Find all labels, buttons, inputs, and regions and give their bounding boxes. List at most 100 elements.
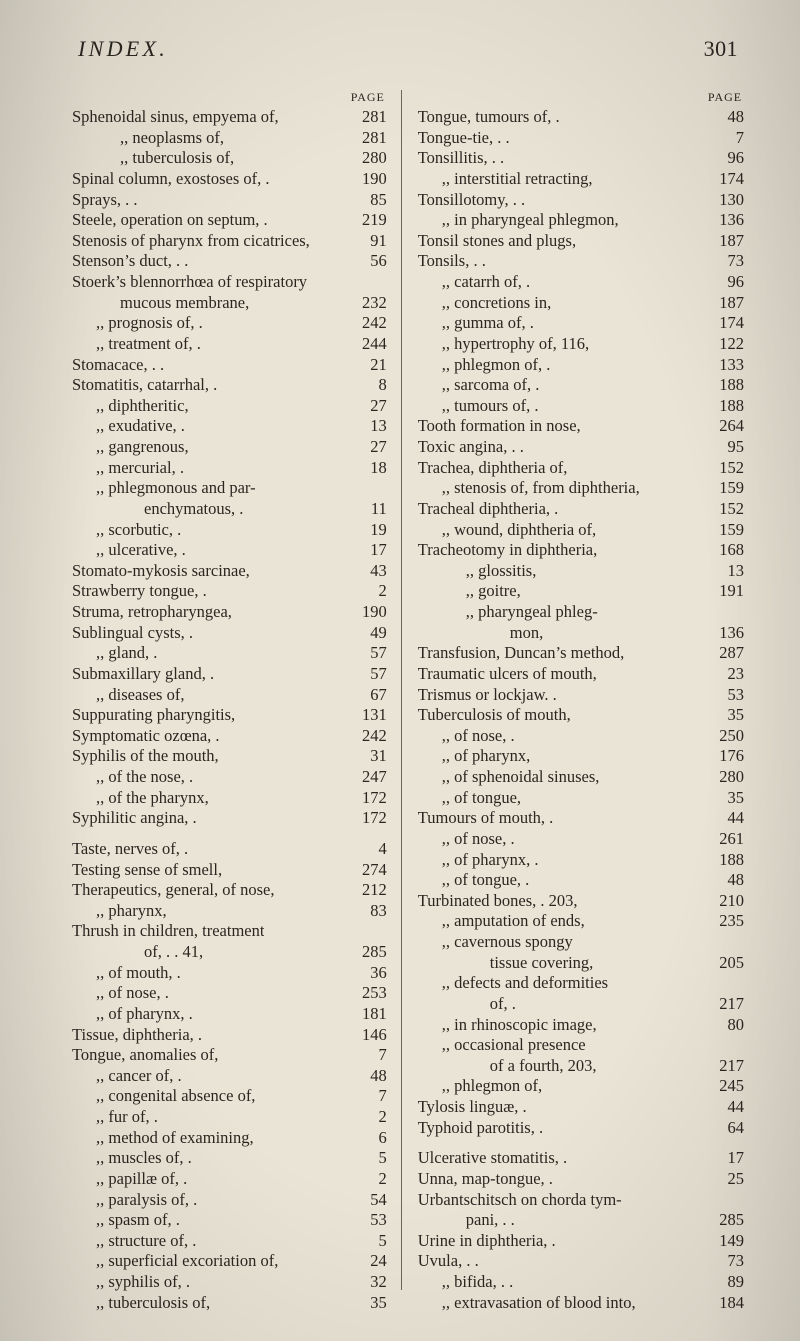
entry-label: ,, phlegmon of, xyxy=(418,1076,542,1097)
index-entry: mucous membrane,232 xyxy=(72,293,387,314)
index-entry: ,, prognosis of, .242 xyxy=(72,313,387,334)
entry-page: 18 xyxy=(339,458,387,479)
index-entry: ,, scorbutic, .19 xyxy=(72,520,387,541)
index-entry: Testing sense of smell,274 xyxy=(72,860,387,881)
entry-page: 190 xyxy=(339,602,387,623)
entry-page: 244 xyxy=(339,334,387,355)
index-entry: ,, tumours of, .188 xyxy=(418,396,744,417)
entry-page: 17 xyxy=(339,540,387,561)
index-entry: ,, fur of, .2 xyxy=(72,1107,387,1128)
entry-page: 217 xyxy=(696,1056,744,1077)
index-entry: ,, glossitis,13 xyxy=(418,561,744,582)
entry-page: 11 xyxy=(339,499,387,520)
index-entry: Spinal column, exostoses of, .190 xyxy=(72,169,387,190)
entry-label: Stenosis of pharynx from cicatrices, xyxy=(72,231,310,252)
entry-page: 264 xyxy=(696,416,744,437)
index-entry: ,, extravasation of blood into,184 xyxy=(418,1293,744,1314)
entry-page: 67 xyxy=(339,685,387,706)
index-entry: Stoerk’s blennorrhœa of respiratory xyxy=(72,272,387,293)
entry-page: 152 xyxy=(696,458,744,479)
entry-page: 7 xyxy=(339,1045,387,1066)
entry-page: 274 xyxy=(339,860,387,881)
index-entry: ,, neoplasms of,281 xyxy=(72,128,387,149)
entry-label: ,, goitre, xyxy=(418,581,521,602)
entry-page: 188 xyxy=(696,850,744,871)
entry-page: 85 xyxy=(339,190,387,211)
entry-page: 172 xyxy=(339,808,387,829)
entry-page: 56 xyxy=(339,251,387,272)
index-entry: ,, gland, .57 xyxy=(72,643,387,664)
entry-label: ,, occasional presence xyxy=(418,1035,586,1056)
entry-label: ,, tuberculosis of, xyxy=(72,148,234,169)
index-entry: ,, of the nose, .247 xyxy=(72,767,387,788)
index-entry: Strawberry tongue, . 2 xyxy=(72,581,387,602)
entry-page: 89 xyxy=(696,1272,744,1293)
entry-page: 2 xyxy=(339,581,387,602)
index-entry: ,, of nose, .261 xyxy=(418,829,744,850)
index-entry: Trachea, diphtheria of,152 xyxy=(418,458,744,479)
index-entry: Urbantschitsch on chorda tym- xyxy=(418,1190,744,1211)
entry-page: 83 xyxy=(339,901,387,922)
blank-line xyxy=(418,1138,744,1148)
entry-label: of a fourth, 203, xyxy=(418,1056,597,1077)
entry-label: ,, wound, diphtheria of, xyxy=(418,520,596,541)
index-entry: Tissue, diphtheria, .146 xyxy=(72,1025,387,1046)
entry-label: ,, sarcoma of, . xyxy=(418,375,540,396)
running-title: INDEX. xyxy=(78,36,168,62)
entry-label: ,, of nose, . xyxy=(72,983,169,1004)
index-entry: ,, structure of, .5 xyxy=(72,1231,387,1252)
entry-page: 253 xyxy=(339,983,387,1004)
entry-label: ,, diseases of, xyxy=(72,685,184,706)
entry-label: ,, papillæ of, . xyxy=(72,1169,187,1190)
entry-label: Struma, retropharyngea, xyxy=(72,602,232,623)
index-entry: ,, in pharyngeal phlegmon,136 xyxy=(418,210,744,231)
entry-label: Therapeutics, general, of nose, xyxy=(72,880,275,901)
index-entry: ,, spasm of, .53 xyxy=(72,1210,387,1231)
entry-label: Stomato-mykosis sarcinae, xyxy=(72,561,250,582)
entry-label: Suppurating pharyngitis, xyxy=(72,705,235,726)
entry-label: of, . . 41, xyxy=(72,942,203,963)
entry-label: Strawberry tongue, . xyxy=(72,581,207,602)
index-entry: ,, diphtheritic,27 xyxy=(72,396,387,417)
entry-page: 174 xyxy=(696,169,744,190)
entry-page: 25 xyxy=(696,1169,744,1190)
entry-label: ,, prognosis of, . xyxy=(72,313,203,334)
index-entry: Tonsillotomy, . .130 xyxy=(418,190,744,211)
entry-label: ,, muscles of, . xyxy=(72,1148,192,1169)
entry-label: ,, congenital absence of, xyxy=(72,1086,255,1107)
entry-label: ,, tuberculosis of, xyxy=(72,1293,210,1314)
entry-page: 187 xyxy=(696,231,744,252)
entry-label: Syphilis of the mouth, xyxy=(72,746,219,767)
index-entry: Tonsil stones and plugs,187 xyxy=(418,231,744,252)
entry-label: Transfusion, Duncan’s method, xyxy=(418,643,625,664)
index-entry: pani, . .285 xyxy=(418,1210,744,1231)
index-entry: ,, pharynx,83 xyxy=(72,901,387,922)
entry-label: ,, of nose, . xyxy=(418,829,515,850)
index-entry: ,, syphilis of, .32 xyxy=(72,1272,387,1293)
entry-label: mon, xyxy=(418,623,543,644)
index-entry: ,, occasional presence xyxy=(418,1035,744,1056)
index-entry: ,, of pharynx,176 xyxy=(418,746,744,767)
entry-label: Stenson’s duct, . . xyxy=(72,251,188,272)
entry-label: Stoerk’s blennorrhœa of respiratory xyxy=(72,272,307,293)
index-entry: Sublingual cysts, .49 xyxy=(72,623,387,644)
entry-page: 2 xyxy=(339,1107,387,1128)
entry-label: ,, paralysis of, . xyxy=(72,1190,197,1211)
index-entry: ,, of mouth, .36 xyxy=(72,963,387,984)
entry-page: 131 xyxy=(339,705,387,726)
index-entry: ,, cavernous spongy xyxy=(418,932,744,953)
entry-page: 44 xyxy=(696,808,744,829)
entry-label: Tylosis linguæ, . xyxy=(418,1097,527,1118)
index-entry: Syphilitic angina, .172 xyxy=(72,808,387,829)
entry-label: Sphenoidal sinus, empyema of, xyxy=(72,107,279,128)
entry-label: ,, of pharynx, . xyxy=(418,850,539,871)
entry-page: 2 xyxy=(339,1169,387,1190)
entry-label: ,, interstitial retracting, xyxy=(418,169,593,190)
entry-label: ,, gland, . xyxy=(72,643,157,664)
entry-label: ,, of tongue, xyxy=(418,788,521,809)
entry-label: Typhoid parotitis, . xyxy=(418,1118,543,1139)
entry-page: 219 xyxy=(339,210,387,231)
entry-label: ,, tumours of, . xyxy=(418,396,539,417)
entry-page: 191 xyxy=(696,581,744,602)
index-entry: Turbinated bones, . 203,210 xyxy=(418,891,744,912)
